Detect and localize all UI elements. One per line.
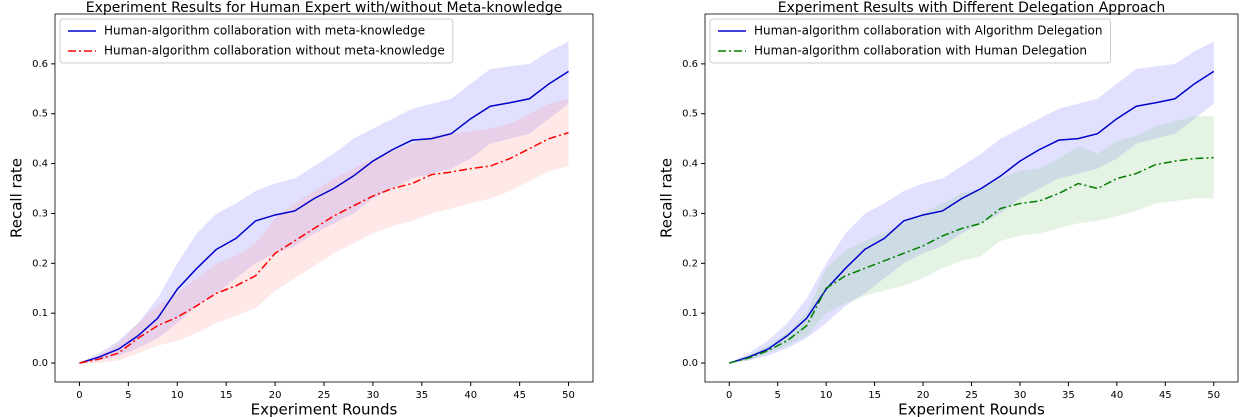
y-tick-label: 0.1 <box>682 308 698 319</box>
y-tick-label: 0.5 <box>682 109 698 120</box>
x-tick-label: 20 <box>269 390 282 401</box>
x-tick-label: 30 <box>367 390 380 401</box>
y-tick-label: 0.2 <box>32 258 48 269</box>
y-tick-label: 0.0 <box>32 358 48 369</box>
y-tick-label: 0.6 <box>32 59 48 70</box>
x-axis-label: Experiment Rounds <box>251 401 398 417</box>
legend-label: Human-algorithm collaboration with Human… <box>754 44 1087 58</box>
panel: Experiment Results with Different Delega… <box>658 0 1239 417</box>
y-tick-label: 0.4 <box>682 159 698 170</box>
y-tick-label: 0.3 <box>682 208 698 219</box>
y-axis-label: Recall rate <box>658 158 676 238</box>
confidence-band <box>729 41 1214 364</box>
series-line <box>79 131 569 364</box>
x-tick-label: 10 <box>171 390 184 401</box>
legend-label: Human-algorithm collaboration without me… <box>104 44 445 58</box>
y-axis-label: Recall rate <box>8 158 26 238</box>
legend: Human-algorithm collaboration with meta-… <box>59 18 454 64</box>
y-tick-label: 0.3 <box>32 208 48 219</box>
axes-frame <box>54 13 594 383</box>
y-tick-label: 0.6 <box>682 59 698 70</box>
confidence-band <box>729 116 1214 364</box>
x-tick-label: 0 <box>726 390 732 401</box>
legend-box <box>59 18 454 64</box>
x-axis-label: Experiment Rounds <box>898 401 1045 417</box>
x-tick-label: 15 <box>868 390 881 401</box>
x-tick-label: 45 <box>1159 390 1172 401</box>
x-tick-label: 35 <box>1062 390 1075 401</box>
legend-box <box>709 18 1111 64</box>
chart-title: Experiment Results with Different Delega… <box>778 0 1165 16</box>
legend: Human-algorithm collaboration with Algor… <box>709 18 1111 64</box>
x-tick-label: 50 <box>562 390 575 401</box>
x-tick-label: 40 <box>1110 390 1123 401</box>
legend-label: Human-algorithm collaboration with Algor… <box>754 24 1103 38</box>
confidence-band <box>79 98 569 364</box>
x-tick-label: 5 <box>774 390 780 401</box>
panel: Experiment Results for Human Expert with… <box>8 0 594 417</box>
y-tick-label: 0.5 <box>32 109 48 120</box>
x-tick-label: 10 <box>820 390 833 401</box>
legend-label: Human-algorithm collaboration with meta-… <box>104 24 425 38</box>
confidence-band <box>79 41 569 364</box>
x-tick-label: 50 <box>1207 390 1220 401</box>
y-tick-label: 0.1 <box>32 308 48 319</box>
x-tick-label: 20 <box>917 390 930 401</box>
x-tick-label: 35 <box>415 390 428 401</box>
x-tick-label: 45 <box>513 390 526 401</box>
x-tick-label: 15 <box>220 390 233 401</box>
x-tick-label: 25 <box>318 390 331 401</box>
x-tick-label: 0 <box>76 390 82 401</box>
x-tick-label: 30 <box>1014 390 1027 401</box>
x-tick-label: 40 <box>464 390 477 401</box>
series-line <box>729 70 1215 364</box>
axes-frame <box>704 13 1239 383</box>
y-tick-label: 0.2 <box>682 258 698 269</box>
y-tick-label: 0.0 <box>682 358 698 369</box>
series-line <box>79 70 569 364</box>
x-tick-label: 5 <box>125 390 131 401</box>
chart-title: Experiment Results for Human Expert with… <box>86 0 563 16</box>
x-tick-label: 25 <box>965 390 978 401</box>
y-tick-label: 0.4 <box>32 159 48 170</box>
